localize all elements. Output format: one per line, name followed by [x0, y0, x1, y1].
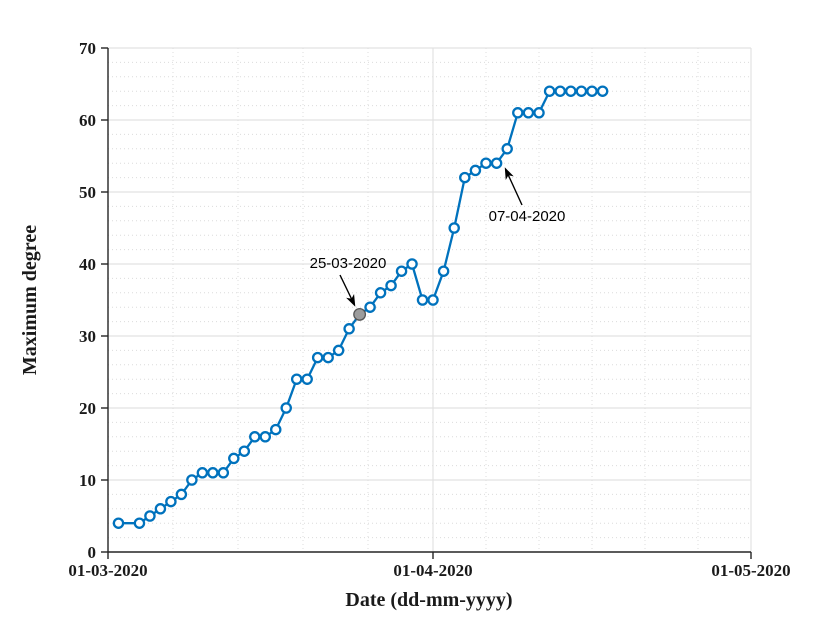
y-axis-label: Maximum degree	[19, 225, 41, 375]
data-point-marker	[512, 107, 524, 119]
data-point-marker	[259, 431, 272, 443]
data-point-marker	[238, 445, 251, 457]
annotations: 25-03-2020 07-04-2020	[310, 167, 566, 307]
data-point-marker	[448, 222, 460, 234]
data-point-marker	[522, 107, 535, 119]
data-point-marker	[311, 351, 324, 364]
y-tick-label: 70	[79, 39, 96, 58]
data-point-marker	[186, 474, 198, 486]
data-point-marker	[322, 351, 334, 364]
annotation-arrow	[504, 167, 523, 206]
data-point-marker	[437, 265, 450, 277]
data-point-marker	[395, 265, 408, 277]
data-point-marker	[249, 431, 261, 443]
data-point-marker	[459, 171, 471, 184]
data-point-marker	[533, 107, 545, 119]
data-point-marker	[332, 344, 345, 357]
annotation-label: 07-04-2020	[489, 208, 566, 225]
data-point-marker	[269, 423, 282, 436]
axes	[101, 47, 752, 559]
y-tick-label: 60	[79, 111, 96, 130]
data-point-marker	[416, 294, 429, 306]
data-point-marker	[565, 85, 577, 97]
data-point-marker	[364, 301, 376, 313]
y-tick-label: 40	[79, 255, 96, 274]
data-point-marker	[575, 85, 588, 97]
x-tick-label: 01-04-2020	[393, 561, 472, 580]
tick-labels: 0 10 20 30 40 50 60 70 01-03-2020 01-04-2020 01-05…	[68, 39, 790, 580]
data-series	[112, 85, 609, 529]
data-point-marker	[228, 452, 240, 465]
data-point-marker	[154, 503, 167, 515]
y-tick-label: 20	[79, 399, 96, 418]
data-point-marker	[596, 85, 609, 97]
data-point-marker	[469, 164, 482, 177]
data-point-marker	[217, 467, 230, 479]
data-point-marker	[543, 85, 556, 97]
data-point-marker	[280, 402, 292, 414]
data-point-marker	[165, 495, 177, 508]
data-point-marker	[175, 488, 188, 501]
data-point-marker	[343, 323, 355, 335]
data-point-marker	[144, 510, 156, 522]
annotation-label: 25-03-2020	[310, 255, 387, 272]
y-tick-label: 0	[88, 543, 97, 562]
data-point-marker	[290, 373, 303, 385]
data-point-marker	[196, 467, 209, 479]
data-point-marker	[301, 373, 313, 385]
highlighted-data-point	[353, 307, 367, 321]
x-axis-label: Date (dd-mm-yyyy)	[345, 589, 512, 611]
y-tick-label: 30	[79, 327, 96, 346]
data-point-marker	[501, 143, 513, 155]
x-tick-label: 01-05-2020	[711, 561, 790, 580]
y-tick-label: 50	[79, 183, 96, 202]
x-tick-label: 01-03-2020	[68, 561, 147, 580]
data-point-marker	[112, 517, 125, 529]
annotation-arrow	[339, 274, 356, 307]
data-point-marker	[207, 467, 219, 479]
data-point-marker	[385, 279, 397, 292]
data-point-marker	[406, 258, 418, 270]
data-point-marker	[480, 157, 492, 169]
data-point-marker	[374, 287, 387, 299]
data-point-marker	[490, 157, 503, 169]
y-tick-label: 10	[79, 471, 96, 490]
data-point-marker	[586, 85, 598, 97]
data-point-marker	[554, 85, 566, 97]
data-point-marker	[427, 294, 439, 306]
data-point-marker	[133, 517, 146, 529]
